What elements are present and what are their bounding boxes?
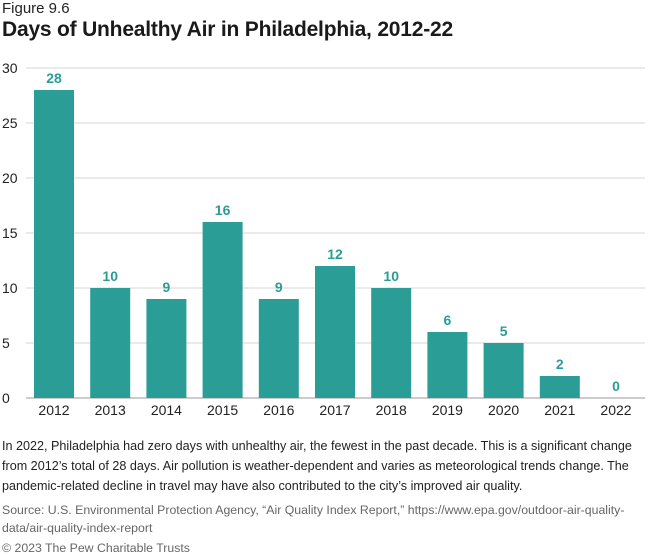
data-label: 10 [102, 268, 118, 284]
bar [34, 90, 74, 398]
bar [258, 299, 299, 398]
chart-note: In 2022, Philadelphia had zero days with… [2, 439, 632, 493]
chart-title: Days of Unhealthy Air in Philadelphia, 2… [2, 18, 453, 41]
data-label: 16 [215, 202, 231, 218]
bar [371, 288, 412, 398]
x-tick-label: 2022 [600, 402, 631, 418]
x-tick-label: 2021 [544, 402, 575, 418]
y-tick-label: 20 [2, 170, 18, 186]
x-tick-label: 2018 [376, 402, 407, 418]
y-tick-label: 25 [2, 115, 18, 131]
data-label: 0 [612, 378, 620, 394]
x-tick-label: 2013 [95, 402, 126, 418]
bar [427, 332, 468, 398]
x-tick-label: 2017 [319, 402, 350, 418]
data-label: 28 [46, 70, 62, 86]
data-label: 12 [327, 246, 343, 262]
x-tick-label: 2019 [432, 402, 463, 418]
bar [483, 343, 524, 398]
data-label: 6 [444, 312, 452, 328]
copyright: © 2023 The Pew Charitable Trusts [2, 541, 190, 555]
data-label: 5 [500, 323, 508, 339]
data-label: 9 [275, 279, 283, 295]
x-tick-label: 2012 [38, 402, 69, 418]
y-tick-label: 30 [2, 60, 18, 76]
y-tick-label: 5 [2, 335, 10, 351]
bar [90, 288, 131, 398]
data-label: 9 [163, 279, 171, 295]
bar [315, 266, 355, 398]
x-tick-label: 2015 [207, 402, 238, 418]
y-tick-label: 15 [2, 225, 18, 241]
data-label: 10 [383, 268, 399, 284]
x-tick-label: 2014 [151, 402, 182, 418]
bar-chart: 0510152025302820121020139201416201592016… [2, 60, 645, 418]
bar [202, 222, 243, 398]
x-tick-label: 2016 [263, 402, 294, 418]
figure-label: Figure 9.6 [2, 0, 70, 17]
y-tick-label: 0 [2, 390, 10, 406]
data-label: 2 [556, 356, 564, 372]
bar [146, 299, 187, 398]
x-tick-label: 2020 [488, 402, 519, 418]
bar [539, 376, 580, 398]
y-tick-label: 10 [2, 280, 18, 296]
source-note: Source: U.S. Environmental Protection Ag… [2, 503, 625, 535]
